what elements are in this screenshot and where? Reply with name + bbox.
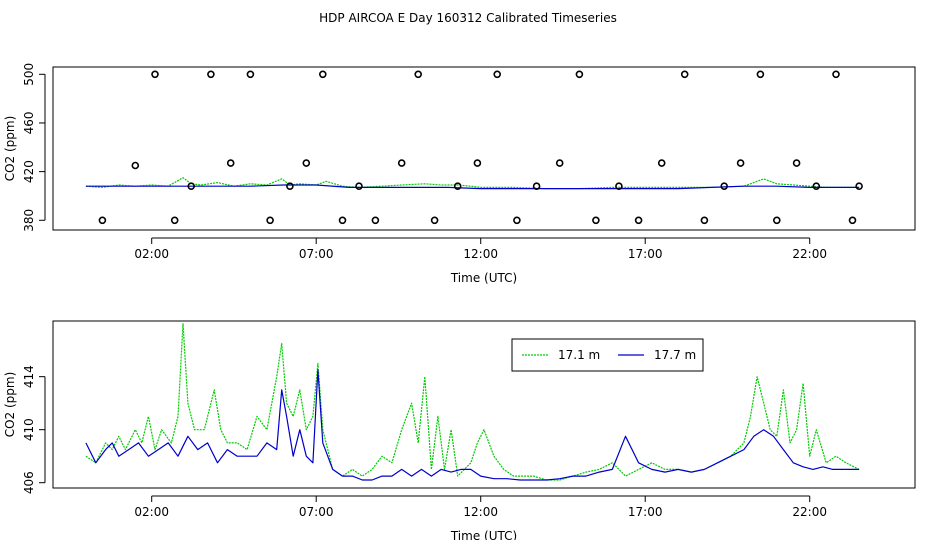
x-tick-label: 07:00 <box>299 247 334 261</box>
data-point <box>720 182 729 190</box>
y-tick-label: 380 <box>22 209 36 232</box>
data-point <box>575 70 584 79</box>
data-point <box>246 70 255 79</box>
x-tick-label: 12:00 <box>463 247 498 261</box>
data-point <box>131 161 140 170</box>
data-point <box>318 70 327 79</box>
data-point <box>207 70 215 79</box>
data-point <box>848 216 857 225</box>
data-point <box>532 182 541 190</box>
data-point <box>634 216 643 225</box>
data-point <box>700 216 709 225</box>
data-point <box>453 182 462 190</box>
series-line-17-7-m <box>85 369 860 481</box>
data-point <box>397 159 406 167</box>
data-point <box>302 159 311 167</box>
data-point <box>187 182 195 190</box>
series-line-17-1-m <box>85 323 860 481</box>
data-point <box>832 70 840 79</box>
x-tick-label: 02:00 <box>134 505 169 519</box>
data-point <box>792 159 801 167</box>
top-y-axis-label: CO2 (ppm) <box>3 116 17 182</box>
data-point <box>338 216 347 225</box>
data-point <box>355 182 363 190</box>
series-line-0-1 <box>85 184 860 190</box>
x-tick-label: 17:00 <box>628 247 663 261</box>
data-point <box>473 159 482 167</box>
legend-label-17-7m: 17.7 m <box>654 348 696 362</box>
data-point <box>736 159 745 167</box>
legend-label-17-1m: 17.1 m <box>558 348 600 362</box>
data-point <box>98 216 107 225</box>
data-point <box>772 216 781 225</box>
top-x-axis: 02:00 07:00 12:00 17:00 22:00 <box>134 237 827 261</box>
y-tick-label: 406 <box>22 471 36 494</box>
data-point <box>657 159 666 167</box>
data-point <box>680 70 689 79</box>
x-tick-label: 07:00 <box>299 505 334 519</box>
bottom-plot-frame <box>52 320 916 489</box>
top-plot-marks <box>85 70 863 225</box>
data-point <box>266 216 274 225</box>
bottom-y-axis: 406 410 414 <box>22 365 46 494</box>
x-tick-label: 22:00 <box>792 247 827 261</box>
y-tick-label: 420 <box>22 160 36 183</box>
y-tick-label: 410 <box>22 418 36 441</box>
legend: 17.1 m 17.7 m <box>511 338 704 372</box>
data-point <box>286 182 294 190</box>
bottom-x-axis: 02:00 07:00 12:00 17:00 22:00 <box>134 495 827 519</box>
y-tick-label: 460 <box>22 112 36 135</box>
x-tick-label: 22:00 <box>792 505 827 519</box>
data-point <box>226 159 235 167</box>
y-tick-label: 414 <box>22 365 36 388</box>
data-point <box>855 182 863 190</box>
data-point <box>555 159 564 167</box>
data-point <box>170 216 179 225</box>
top-x-axis-label: Time (UTC) <box>450 271 517 285</box>
data-point <box>371 216 380 225</box>
top-plot-frame <box>52 66 916 231</box>
data-point <box>414 70 423 79</box>
data-point <box>513 216 521 225</box>
figure-title: HDP AIRCOA E Day 160312 Calibrated Times… <box>319 11 617 25</box>
y-tick-label: 500 <box>22 63 36 86</box>
data-point <box>812 182 821 190</box>
top-panel: 02:00 07:00 12:00 17:00 22:00 380 420 460 500 T… <box>3 63 916 285</box>
data-point <box>756 70 765 79</box>
data-point <box>430 216 439 225</box>
x-tick-label: 12:00 <box>463 505 498 519</box>
data-point <box>151 70 159 79</box>
bottom-panel: 02:00 07:00 12:00 17:00 22:00 406 410 414 Time… <box>3 320 916 540</box>
data-point <box>493 70 502 79</box>
bottom-y-axis-label: CO2 (ppm) <box>3 372 17 438</box>
series-line-0-0 <box>85 177 860 190</box>
bottom-plot-marks <box>85 323 860 481</box>
top-y-axis: 380 420 460 500 <box>22 63 46 232</box>
x-tick-label: 02:00 <box>134 247 169 261</box>
bottom-x-axis-label: Time (UTC) <box>450 529 517 540</box>
data-point <box>592 216 600 225</box>
x-tick-label: 17:00 <box>628 505 663 519</box>
data-point <box>615 182 623 190</box>
